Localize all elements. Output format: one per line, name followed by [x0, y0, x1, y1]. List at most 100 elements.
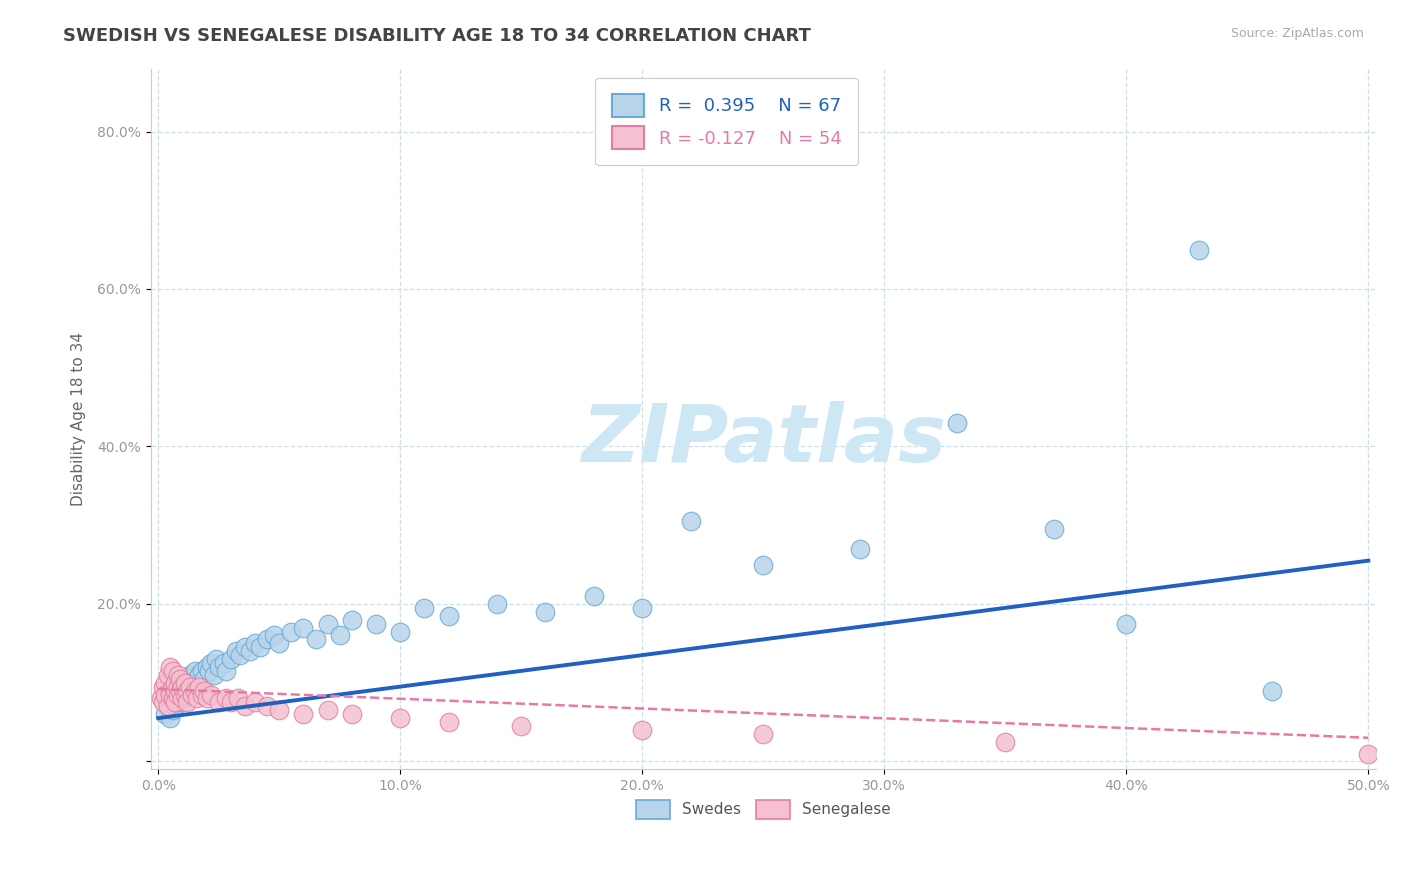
Point — [191, 688, 214, 702]
Point — [269, 703, 291, 717]
Point — [413, 600, 436, 615]
Point — [340, 613, 363, 627]
Point — [166, 668, 188, 682]
Point — [172, 680, 194, 694]
Point — [159, 711, 181, 725]
Point — [191, 664, 214, 678]
Point — [179, 680, 201, 694]
Y-axis label: Disability Age 18 to 34: Disability Age 18 to 34 — [72, 332, 86, 506]
Point — [166, 695, 188, 709]
Point — [582, 589, 605, 603]
Point — [188, 668, 211, 682]
Point — [193, 683, 215, 698]
Point — [225, 644, 247, 658]
Point — [292, 621, 315, 635]
Text: Source: ZipAtlas.com: Source: ZipAtlas.com — [1230, 27, 1364, 40]
Point — [212, 656, 235, 670]
Point — [256, 699, 278, 714]
Point — [162, 683, 184, 698]
Point — [631, 600, 654, 615]
Point — [166, 680, 188, 694]
Point — [173, 688, 195, 702]
Point — [173, 688, 195, 702]
Point — [208, 660, 231, 674]
Point — [437, 714, 460, 729]
Point — [243, 695, 266, 709]
Point — [162, 680, 184, 694]
Point — [233, 640, 256, 655]
Point — [229, 648, 252, 662]
Point — [752, 727, 775, 741]
Point — [280, 624, 302, 639]
Point — [165, 675, 187, 690]
Point — [176, 672, 198, 686]
Point — [243, 636, 266, 650]
Text: ZIPatlas: ZIPatlas — [581, 401, 946, 479]
Point — [169, 691, 191, 706]
Point — [159, 688, 181, 702]
Point — [849, 541, 872, 556]
Point — [329, 628, 352, 642]
Point — [181, 675, 204, 690]
Point — [1357, 747, 1379, 761]
Point — [165, 683, 187, 698]
Point — [159, 683, 181, 698]
Point — [195, 660, 218, 674]
Point — [486, 597, 509, 611]
Point — [340, 707, 363, 722]
Point — [176, 695, 198, 709]
Point — [152, 680, 174, 694]
Point — [181, 688, 204, 702]
Point — [162, 691, 184, 706]
Point — [186, 672, 208, 686]
Point — [752, 558, 775, 572]
Point — [437, 608, 460, 623]
Point — [200, 656, 222, 670]
Point — [176, 683, 198, 698]
Point — [155, 688, 177, 702]
Point — [1260, 683, 1282, 698]
Point — [205, 652, 228, 666]
Point — [631, 723, 654, 737]
Point — [200, 688, 222, 702]
Text: SWEDISH VS SENEGALESE DISABILITY AGE 18 TO 34 CORRELATION CHART: SWEDISH VS SENEGALESE DISABILITY AGE 18 … — [63, 27, 811, 45]
Point — [155, 707, 177, 722]
Point — [389, 711, 412, 725]
Point — [176, 683, 198, 698]
Point — [165, 699, 187, 714]
Point — [215, 664, 238, 678]
Point — [316, 703, 339, 717]
Point — [169, 675, 191, 690]
Point — [239, 644, 262, 658]
Point — [172, 695, 194, 709]
Point — [188, 680, 211, 694]
Point — [186, 691, 208, 706]
Point — [389, 624, 412, 639]
Point — [172, 680, 194, 694]
Point — [165, 688, 187, 702]
Point — [256, 632, 278, 647]
Point — [193, 672, 215, 686]
Point — [159, 691, 181, 706]
Point — [994, 735, 1017, 749]
Point — [510, 719, 533, 733]
Point — [179, 668, 201, 682]
Point — [156, 699, 179, 714]
Point — [198, 664, 221, 678]
Point — [226, 691, 249, 706]
Point — [679, 514, 702, 528]
Point — [249, 640, 271, 655]
Point — [208, 695, 231, 709]
Point — [534, 605, 557, 619]
Point — [165, 695, 187, 709]
Point — [202, 668, 225, 682]
Point — [215, 691, 238, 706]
Point — [183, 683, 205, 698]
Point — [156, 699, 179, 714]
Point — [316, 616, 339, 631]
Point — [159, 660, 181, 674]
Point — [173, 675, 195, 690]
Point — [149, 691, 172, 706]
Point — [173, 675, 195, 690]
Point — [162, 703, 184, 717]
